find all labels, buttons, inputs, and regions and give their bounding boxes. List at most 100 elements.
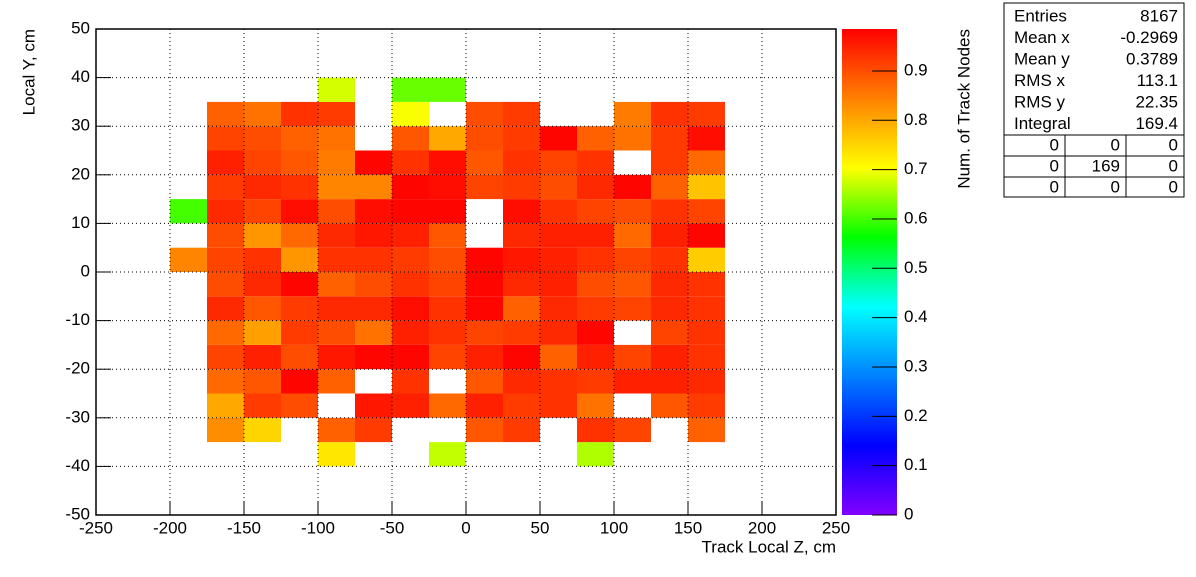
heatmap-cell	[688, 174, 725, 200]
z-tick-label: 0.7	[904, 159, 928, 178]
heatmap-cell	[318, 174, 355, 200]
x-tick-label: -250	[79, 518, 113, 537]
x-tick-label: 200	[748, 518, 776, 537]
heatmap-cell	[688, 296, 725, 321]
stats-label: Mean y	[1014, 49, 1070, 68]
heatmap-cell	[281, 272, 318, 297]
heatmap-cell	[244, 223, 281, 248]
heatmap-cell	[207, 223, 244, 248]
heatmap-cell	[429, 320, 466, 345]
stats-cell: 0	[1050, 156, 1059, 175]
heatmap-cell	[355, 150, 392, 175]
heatmap-cell	[466, 417, 503, 443]
heatmap-cell	[281, 223, 318, 248]
heatmap-cell	[466, 272, 503, 297]
heatmap-cell	[466, 150, 503, 175]
stats-label: Mean x	[1014, 28, 1070, 47]
heatmap-cell	[577, 417, 614, 443]
heatmap-cell	[688, 417, 725, 443]
heatmap-cell	[466, 344, 503, 370]
heatmap-cell	[318, 199, 355, 224]
heatmap-cell	[207, 369, 244, 394]
x-tick-label: -150	[227, 518, 261, 537]
heatmap-cell	[392, 393, 429, 418]
heatmap-cell	[318, 442, 355, 467]
heatmap-cell	[429, 126, 466, 151]
heatmap-cell	[392, 247, 429, 272]
heatmap-cell	[244, 199, 281, 224]
heatmap-cell	[429, 174, 466, 200]
heatmap-cell	[614, 126, 651, 151]
heatmap-cell	[614, 296, 651, 321]
heatmap-cell	[503, 174, 540, 200]
stats-value: 169.4	[1135, 114, 1178, 133]
heatmap-cell	[318, 77, 355, 102]
heatmap-cell	[207, 126, 244, 151]
heatmap-cell	[429, 199, 466, 224]
heatmap-cell	[540, 296, 577, 321]
heatmap-cell	[577, 150, 614, 175]
heatmap-cell	[688, 126, 725, 151]
heatmap-cell	[614, 174, 651, 200]
heatmap-cell	[429, 247, 466, 272]
heatmap-cell	[281, 126, 318, 151]
heatmap-cell	[688, 344, 725, 370]
heatmap-cell	[392, 126, 429, 151]
heatmap-cell	[207, 320, 244, 345]
y-tick-label: -20	[65, 359, 90, 378]
heatmap-cell	[244, 126, 281, 151]
stats-cell: 0	[1169, 135, 1178, 154]
heatmap-cell	[281, 393, 318, 418]
stats-cell: 0	[1050, 177, 1059, 196]
heatmap-cell	[392, 101, 429, 127]
z-tick-label: 0.1	[904, 455, 928, 474]
heatmap-cell	[614, 272, 651, 297]
heatmap-cell	[614, 369, 651, 394]
y-tick-label: 50	[71, 18, 90, 37]
heatmap-cell	[170, 199, 207, 224]
heatmap-cell	[207, 199, 244, 224]
heatmap-cell	[392, 199, 429, 224]
z-tick-label: 0	[904, 504, 913, 523]
stats-cell: 0	[1169, 177, 1178, 196]
stats-label: Entries	[1014, 6, 1067, 25]
heatmap-cell	[614, 223, 651, 248]
x-tick-label: -50	[380, 518, 405, 537]
heatmap-cell	[170, 247, 207, 272]
heatmap-cell	[244, 247, 281, 272]
heatmap-cell	[503, 393, 540, 418]
y-tick-label: -30	[65, 407, 90, 426]
heatmap-cell	[392, 369, 429, 394]
heatmap-cell	[207, 272, 244, 297]
heatmap-cell	[466, 247, 503, 272]
y-axis-title: Local Y, cm	[19, 29, 38, 115]
heatmap-cell	[503, 223, 540, 248]
heatmap-cell	[466, 393, 503, 418]
x-tick-label: 250	[822, 518, 850, 537]
heatmap-cell	[651, 199, 688, 224]
heatmap-cell	[429, 272, 466, 297]
heatmap-cell	[429, 77, 466, 102]
heatmap-cell	[392, 77, 429, 102]
heatmap-cell	[281, 150, 318, 175]
x-tick-label: 150	[674, 518, 702, 537]
heatmap-cell	[466, 296, 503, 321]
z-tick-label: 0.8	[904, 110, 928, 129]
y-tick-label: -40	[65, 456, 90, 475]
z-tick-label: 0.4	[904, 307, 928, 326]
heatmap-cell	[355, 199, 392, 224]
heatmap-cell	[207, 296, 244, 321]
heatmap-cell	[244, 369, 281, 394]
heatmap-cell	[207, 417, 244, 443]
z-tick-label: 0.9	[904, 60, 928, 79]
stats-cell: 0	[1050, 135, 1059, 154]
heatmap-cell	[318, 150, 355, 175]
heatmap-cell	[540, 369, 577, 394]
heatmap-cell	[281, 199, 318, 224]
heatmap-cell	[318, 417, 355, 443]
heatmap-cell	[651, 393, 688, 418]
x-tick-label: 0	[461, 518, 470, 537]
heatmap-cell	[540, 344, 577, 370]
heatmap-cell	[429, 442, 466, 467]
